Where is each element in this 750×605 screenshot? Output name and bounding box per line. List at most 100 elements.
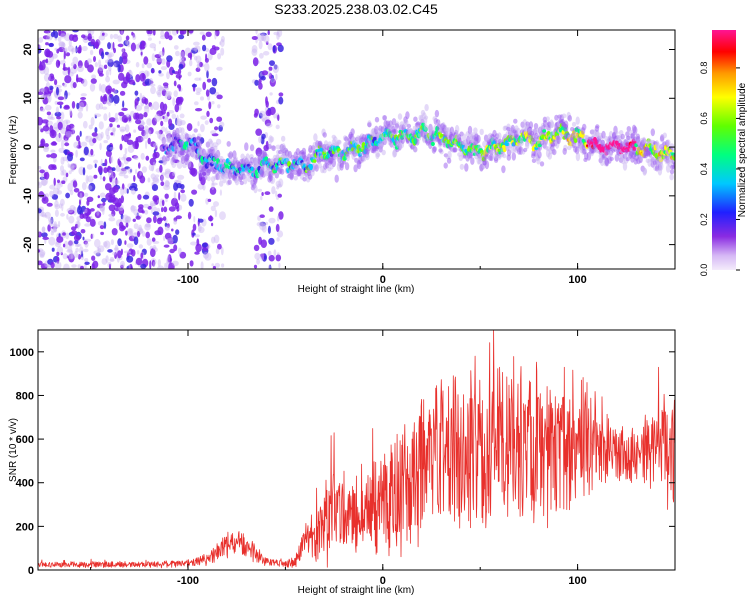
noise-blob xyxy=(195,243,202,253)
noise-blob xyxy=(91,263,95,269)
noise-blob xyxy=(152,206,157,212)
noise-blob xyxy=(71,226,77,231)
noise-blob xyxy=(220,35,225,43)
noise-blob xyxy=(174,103,180,113)
noise-blob xyxy=(67,163,70,168)
ridge-halo xyxy=(325,163,330,169)
noise-blob xyxy=(197,60,201,70)
noise-blob xyxy=(73,63,77,70)
colorbar-tick-label: 0.0 xyxy=(699,264,709,277)
noise-blob xyxy=(159,164,163,173)
ridge-halo xyxy=(209,140,214,149)
noise-blob xyxy=(54,204,60,210)
noise-blob xyxy=(208,215,214,222)
noise-blob xyxy=(134,101,137,110)
noise-blob xyxy=(193,41,200,46)
noise-blob xyxy=(146,217,152,224)
noise-blob xyxy=(67,92,71,96)
ridge-halo xyxy=(445,127,450,136)
noise-blob xyxy=(167,91,171,100)
noise-blob xyxy=(259,214,265,218)
noise-blob xyxy=(129,230,133,237)
noise-blob xyxy=(211,77,218,87)
noise-blob xyxy=(83,146,89,156)
noise-blob xyxy=(152,195,159,202)
snr-frame xyxy=(37,329,676,571)
noise-blob xyxy=(259,221,267,227)
noise-blob xyxy=(62,42,66,48)
noise-blob xyxy=(152,245,157,250)
noise-blob xyxy=(72,82,77,89)
noise-blob xyxy=(201,242,208,248)
ridge-halo xyxy=(622,162,628,171)
ridge-halo xyxy=(470,157,475,165)
noise-blob xyxy=(151,184,159,191)
noise-blob xyxy=(199,31,205,35)
noise-blob xyxy=(56,236,64,243)
noise-blob xyxy=(268,135,273,144)
noise-blob xyxy=(120,264,124,269)
ridge-halo xyxy=(642,168,648,175)
noise-blob xyxy=(211,133,219,137)
noise-blob xyxy=(107,53,112,59)
noise-blob xyxy=(276,196,279,200)
noise-blob xyxy=(90,215,93,220)
noise-blob xyxy=(109,258,115,262)
noise-blob xyxy=(219,211,226,221)
noise-blob xyxy=(211,181,215,191)
noise-blob xyxy=(260,33,267,42)
noise-blob xyxy=(215,138,222,145)
noise-blob xyxy=(98,73,104,77)
noise-blob xyxy=(268,264,272,269)
noise-blob xyxy=(204,252,212,261)
noise-blob xyxy=(113,179,120,185)
noise-blob xyxy=(113,62,117,68)
noise-blob xyxy=(58,132,61,139)
noise-blob xyxy=(261,133,266,140)
noise-blob xyxy=(202,44,207,52)
noise-blob xyxy=(211,182,218,186)
ridge-halo xyxy=(405,111,410,120)
noise-blob xyxy=(148,78,154,86)
ridge-halo xyxy=(614,130,619,135)
noise-blob xyxy=(48,222,54,227)
noise-blob xyxy=(138,228,144,234)
noise-blob xyxy=(60,171,65,176)
noise-blob xyxy=(267,225,271,234)
noise-blob xyxy=(111,88,116,93)
noise-blob xyxy=(219,121,225,128)
noise-blob xyxy=(125,216,132,223)
noise-blob xyxy=(269,92,273,96)
noise-blob xyxy=(54,209,59,217)
noise-blob xyxy=(150,86,156,95)
noise-blob xyxy=(201,34,206,41)
noise-blob xyxy=(38,208,42,214)
y-tick-label: 0 xyxy=(28,565,34,577)
noise-blob xyxy=(144,105,150,110)
noise-blob xyxy=(79,157,85,162)
noise-blob xyxy=(91,74,97,79)
noise-blob xyxy=(66,249,73,253)
noise-blob xyxy=(157,259,161,267)
noise-blob xyxy=(133,155,139,160)
noise-blob xyxy=(163,244,170,248)
noise-blob xyxy=(135,44,141,50)
noise-blob xyxy=(57,96,65,101)
noise-blob xyxy=(140,252,144,259)
noise-blob xyxy=(114,251,118,259)
noise-blob xyxy=(218,124,223,132)
noise-blob xyxy=(168,206,176,212)
ridge-halo xyxy=(489,148,494,157)
noise-blob xyxy=(65,232,70,240)
noise-blob xyxy=(206,78,212,83)
noise-blob xyxy=(60,111,65,121)
noise-blob xyxy=(42,146,50,150)
noise-blob xyxy=(99,205,105,212)
noise-blob xyxy=(117,158,120,166)
ridge-halo xyxy=(233,156,238,162)
noise-blob xyxy=(69,189,74,196)
noise-blob xyxy=(269,136,275,143)
noise-blob xyxy=(81,34,86,39)
noise-blob xyxy=(62,83,67,88)
noise-blob xyxy=(157,199,160,204)
